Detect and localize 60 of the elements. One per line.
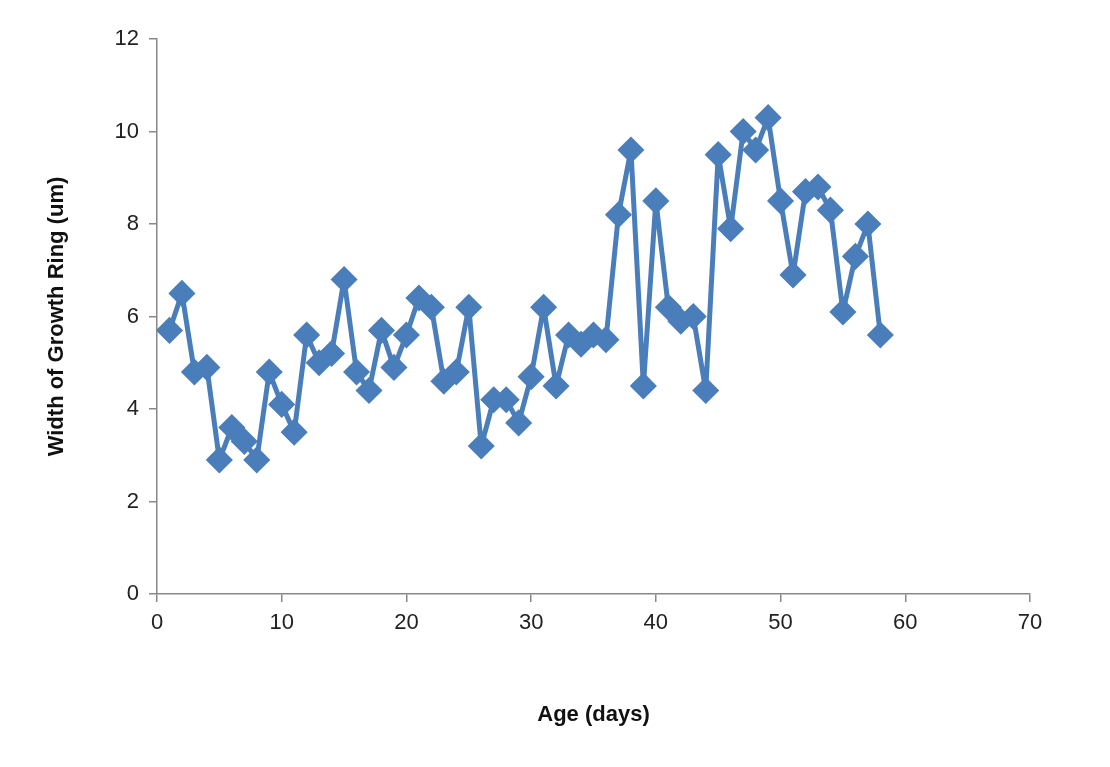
- point: [219, 415, 245, 440]
- x-tick-label: 60: [893, 609, 918, 635]
- point: [768, 188, 794, 214]
- x-tick-label: 0: [150, 609, 164, 635]
- point: [443, 359, 469, 385]
- x-tick-label: 50: [768, 609, 793, 635]
- point: [518, 364, 544, 390]
- point: [655, 294, 681, 320]
- point: [830, 299, 856, 325]
- point: [743, 137, 769, 163]
- point: [381, 354, 407, 380]
- point: [730, 119, 756, 144]
- x-tick-label: 30: [518, 609, 544, 635]
- point: [418, 294, 444, 320]
- y-tick-label: 10: [114, 117, 139, 143]
- point: [643, 188, 669, 214]
- point: [393, 322, 419, 348]
- y-tick-label: 6: [126, 302, 139, 328]
- point: [356, 378, 382, 403]
- point: [780, 262, 806, 288]
- y-tick-label: 0: [126, 580, 139, 606]
- point: [867, 322, 893, 348]
- point: [331, 267, 357, 292]
- y-tick-label: 4: [126, 395, 139, 421]
- x-axis-title: Age (days): [537, 700, 650, 726]
- point: [269, 391, 295, 417]
- point: [231, 428, 257, 454]
- point: [817, 197, 843, 223]
- point: [718, 216, 744, 242]
- point: [206, 447, 232, 473]
- x-tick-label: 70: [1017, 609, 1043, 635]
- point: [506, 410, 532, 436]
- point: [543, 373, 569, 399]
- y-axis-title: Width of Growth Ring (um): [43, 176, 69, 457]
- y-tick-label: 2: [126, 487, 139, 513]
- point: [755, 105, 781, 131]
- point: [456, 294, 482, 320]
- point: [157, 317, 182, 343]
- point: [693, 378, 719, 403]
- point: [368, 317, 394, 343]
- point: [531, 294, 557, 320]
- point: [319, 341, 345, 366]
- x-tick-label: 10: [269, 609, 294, 635]
- point: [344, 359, 370, 385]
- x-tick-label: 40: [643, 609, 669, 635]
- point: [618, 137, 644, 163]
- point: [256, 359, 282, 385]
- point: [705, 142, 731, 168]
- x-tick-label: 20: [394, 609, 419, 635]
- point: [855, 211, 881, 237]
- y-tick-label: 12: [114, 25, 139, 51]
- point: [630, 373, 656, 399]
- point: [281, 419, 307, 445]
- point: [169, 280, 195, 306]
- point: [468, 433, 494, 459]
- y-tick-label: 8: [126, 210, 139, 236]
- point: [294, 322, 320, 348]
- point: [605, 202, 631, 228]
- point: [842, 243, 868, 269]
- point: [244, 447, 270, 473]
